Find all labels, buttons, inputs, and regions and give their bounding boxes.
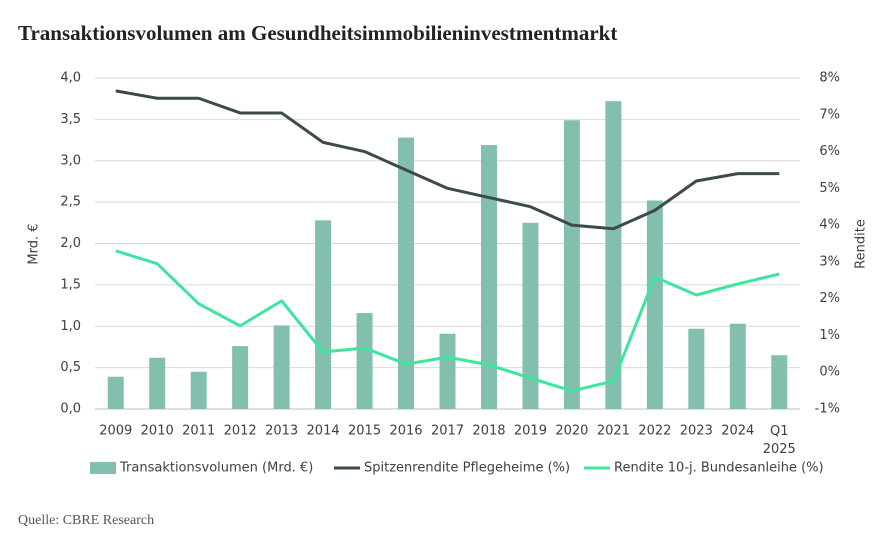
x-tick-label: 2022 (638, 424, 671, 439)
line (115, 249, 780, 393)
y2-tick-label: -1% (815, 402, 840, 417)
bar (729, 323, 746, 409)
line (115, 89, 780, 231)
x-tick-label: 2018 (472, 424, 505, 439)
bar (480, 145, 497, 409)
x-tick-label: 2011 (182, 424, 215, 439)
x-tick-label: 2010 (141, 424, 174, 439)
y2-tick-label: 8% (819, 71, 840, 86)
x-tick-label: 2021 (597, 424, 630, 439)
x-tick-label: 2020 (555, 424, 588, 439)
y-tick-label: 0,0 (60, 402, 81, 417)
bar (398, 137, 415, 409)
y-tick-label: 0,5 (60, 360, 81, 375)
legend-label: Transaktionsvolumen (Mrd. €) (119, 461, 313, 476)
y2-tick-label: 0% (819, 365, 840, 380)
bar (107, 376, 124, 409)
bar (273, 325, 290, 409)
bar (563, 120, 580, 409)
y2-tick-label: 1% (819, 328, 840, 343)
bar (522, 222, 539, 409)
x-tick-label: 2024 (721, 424, 754, 439)
x-tick-label: 2014 (307, 424, 340, 439)
y-tick-label: 2,5 (60, 195, 81, 210)
x-tick-label: 2023 (680, 424, 713, 439)
y-tick-label: 2,0 (60, 236, 81, 251)
x-tick-label: Q1 2025 (763, 424, 796, 457)
x-tick-label: 2015 (348, 424, 381, 439)
x-tick-label: 2019 (514, 424, 547, 439)
bar (439, 333, 456, 409)
y2-axis-label: Rendite (854, 219, 869, 269)
bar (232, 346, 249, 409)
x-tick-label: 2017 (431, 424, 464, 439)
bar (356, 313, 373, 409)
y-tick-label: 1,0 (60, 319, 81, 334)
y-tick-label: 3,5 (60, 112, 81, 127)
y-tick-label: 3,0 (60, 153, 81, 168)
bar (149, 357, 166, 409)
y-tick-label: 1,5 (60, 277, 81, 292)
legend-swatch (90, 462, 116, 474)
y2-tick-label: 2% (819, 291, 840, 306)
y2-tick-label: 6% (819, 144, 840, 159)
bar (771, 355, 788, 409)
x-tick-label: 2013 (265, 424, 298, 439)
chart-title: Transaktionsvolumen am Gesundheitsimmobi… (18, 21, 617, 45)
source: Quelle: CBRE Research (18, 513, 154, 528)
legend-label: Rendite 10-j. Bundesanleihe (%) (614, 461, 824, 476)
y2-tick-label: 4% (819, 218, 840, 233)
bar (688, 328, 705, 409)
y2-tick-label: 7% (819, 107, 840, 122)
legend-label: Spitzenrendite Pflegeheime (%) (364, 461, 570, 476)
y-tick-label: 4,0 (60, 71, 81, 86)
bar (315, 220, 332, 409)
y2-tick-label: 5% (819, 181, 840, 196)
bar (646, 200, 663, 409)
x-tick-label: 2009 (99, 424, 132, 439)
x-tick-label: 2016 (389, 424, 422, 439)
bar (605, 101, 622, 410)
bar (190, 371, 207, 409)
y2-tick-label: 3% (819, 254, 840, 269)
y-axis-label: Mrd. € (27, 223, 42, 264)
x-tick-label: 2012 (224, 424, 257, 439)
